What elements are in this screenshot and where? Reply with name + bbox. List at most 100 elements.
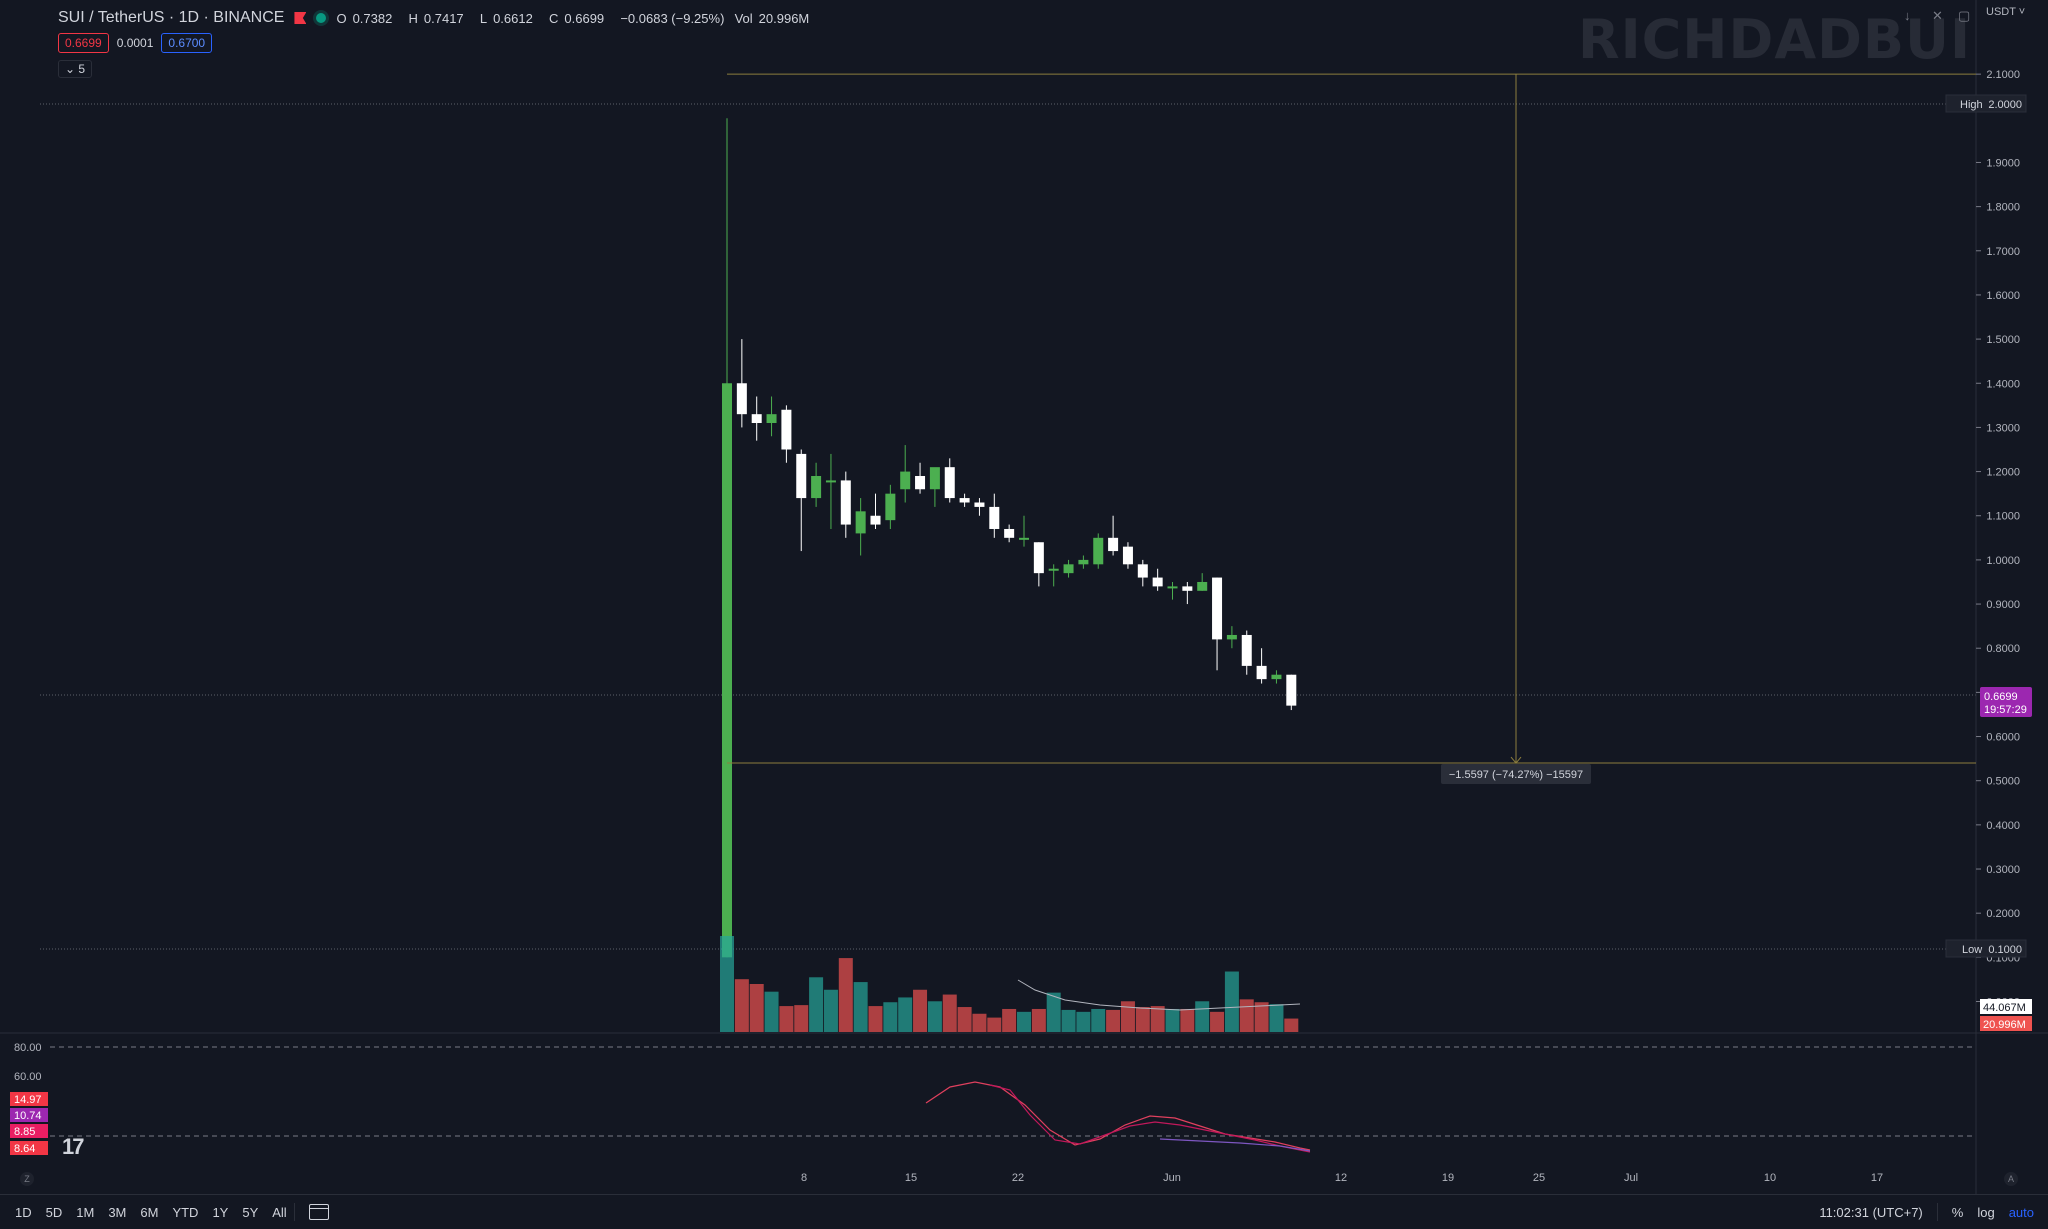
candle-body [1241, 634, 1252, 666]
clock-time[interactable]: 11:02:31 (UTC+7) [1819, 1204, 1923, 1220]
candle-body [840, 480, 851, 525]
rsi-value-badge [10, 1108, 48, 1122]
vol-ma-value: 44.067M [1983, 1002, 2026, 1014]
range-1m[interactable]: 1M [76, 1204, 95, 1220]
rsi-value-badge [10, 1092, 48, 1106]
bottom-toolbar: 1D 5D 1M 3M 6M YTD 1Y 5Y All 11:02:31 (U… [0, 1194, 2048, 1229]
volume-bar [1195, 1001, 1210, 1032]
calendar-icon[interactable] [308, 1204, 329, 1220]
volume-bar [1269, 1004, 1284, 1032]
high-value: 2.0000 [1988, 99, 2022, 111]
range-all[interactable]: All [272, 1204, 287, 1220]
candle-body [915, 475, 926, 490]
volume-bar [868, 1006, 883, 1032]
indicators-collapse-button[interactable]: ⌄ 5 [58, 60, 93, 78]
price-tick-label: 1.1000 [1986, 511, 2020, 523]
candle-body [989, 506, 1000, 529]
auto-scale-button[interactable]: A [2004, 1172, 2018, 1186]
volume-bar [764, 991, 779, 1032]
tradingview-logo-icon[interactable]: 17 [62, 1134, 85, 1159]
price-tick-label: 1.2000 [1986, 467, 2020, 479]
ohlc-values: O 0.7382 H 0.7417 L 0.6612 C 0.6699 −0.0683 … [336, 10, 810, 26]
rsi-value-badge [10, 1141, 48, 1155]
range-5y[interactable]: 5Y [242, 1204, 259, 1220]
price-tick-label: 1.8000 [1986, 202, 2020, 214]
candle-body [870, 515, 881, 525]
close-icon[interactable]: ✕ [1932, 8, 1943, 23]
candle-body [1197, 581, 1208, 591]
volume-bar [823, 989, 838, 1032]
rsi-value: 8.64 [14, 1143, 35, 1155]
volume-bar [838, 958, 853, 1032]
candle-body [944, 467, 955, 499]
flag-icon[interactable] [294, 12, 307, 24]
candle-body [1108, 537, 1119, 552]
volume-bar [957, 1007, 972, 1032]
vol-ma-badge [1980, 999, 2032, 1014]
range-3m[interactable]: 3M [108, 1204, 127, 1220]
candle-body [1078, 559, 1089, 565]
candle-body [722, 383, 732, 958]
maximize-icon[interactable]: ▢ [1958, 8, 1971, 23]
high-label: High [1960, 99, 1983, 111]
measure-tool: −1.5597 (−74.27%) −15597 [727, 73, 1976, 784]
date-tick-label: 19 [1442, 1172, 1454, 1184]
price-axis: 2.1000 1.9000 1.8000 1.7000 1.6000 1.5000 1.40… [1945, 69, 2032, 1031]
volume-bar [1120, 1001, 1135, 1032]
volume-bar [720, 936, 734, 1032]
volume-bar [883, 1002, 898, 1032]
volume-bar [987, 1017, 1002, 1032]
volume-bar [1239, 999, 1254, 1032]
volume-bar [749, 984, 764, 1032]
price-tick-label: 0.2000 [1986, 908, 2020, 920]
date-tick-label: 12 [1335, 1172, 1347, 1184]
rsi-value: 14.97 [14, 1094, 42, 1106]
volume-bar [1165, 1008, 1180, 1032]
ask-price[interactable]: 0.6700 [161, 33, 213, 53]
vol-last-badge [1980, 1016, 2032, 1031]
volume-bar [1180, 1008, 1195, 1032]
candle-body [855, 511, 866, 534]
rsi-value: 10.74 [14, 1110, 42, 1122]
candle-body [1137, 564, 1148, 578]
candle-body [1286, 674, 1297, 706]
download-icon[interactable]: ↓ [1904, 8, 1911, 23]
volume-bar [927, 1001, 942, 1032]
candle-body [1182, 586, 1193, 591]
range-1y[interactable]: 1Y [212, 1204, 229, 1220]
auto-toggle[interactable]: auto [2008, 1204, 2034, 1220]
rsi-signal-line [1159, 1138, 1311, 1152]
price-tick-label: 1.3000 [1986, 422, 2020, 434]
candle-body [900, 471, 911, 490]
bid-price[interactable]: 0.6699 [58, 33, 109, 53]
zoom-reset-button[interactable]: Z [20, 1172, 34, 1186]
volume-bars [720, 936, 1301, 1032]
price-tick-label: 0.4000 [1986, 820, 2020, 832]
range-ytd[interactable]: YTD [172, 1204, 199, 1220]
range-5d[interactable]: 5D [45, 1204, 63, 1220]
price-tick-label: 1.7000 [1986, 246, 2020, 258]
range-1d[interactable]: 1D [15, 1204, 32, 1220]
price-tick-label: 1.0000 [1986, 555, 2020, 567]
volume-bar [1150, 1006, 1165, 1032]
symbol-title[interactable]: SUI / TetherUS · 1D · BINANCE [58, 9, 285, 26]
volume-bar [898, 997, 913, 1032]
volume-bar [1061, 1009, 1076, 1032]
volume-bar [913, 989, 928, 1032]
volume-bar [1002, 1008, 1017, 1032]
date-tick-label: 8 [801, 1172, 807, 1184]
measure-label-bg [1441, 764, 1591, 784]
candle-body [1063, 564, 1074, 574]
range-6m[interactable]: 6M [140, 1204, 159, 1220]
quote-prices: 0.6699 0.0001 0.6700 [58, 33, 213, 53]
currency-selector[interactable]: USDT ˅ [1986, 6, 2026, 18]
date-tick-label: 10 [1764, 1172, 1776, 1184]
price-tick-label: 1.6000 [1986, 290, 2020, 302]
candle-body [825, 480, 836, 483]
candle-body [885, 493, 896, 521]
candle-body [766, 414, 777, 424]
price-tick-label: 0.6000 [1986, 732, 2020, 744]
percent-toggle[interactable]: % [1951, 1204, 1964, 1220]
log-toggle[interactable]: log [1977, 1204, 1995, 1220]
